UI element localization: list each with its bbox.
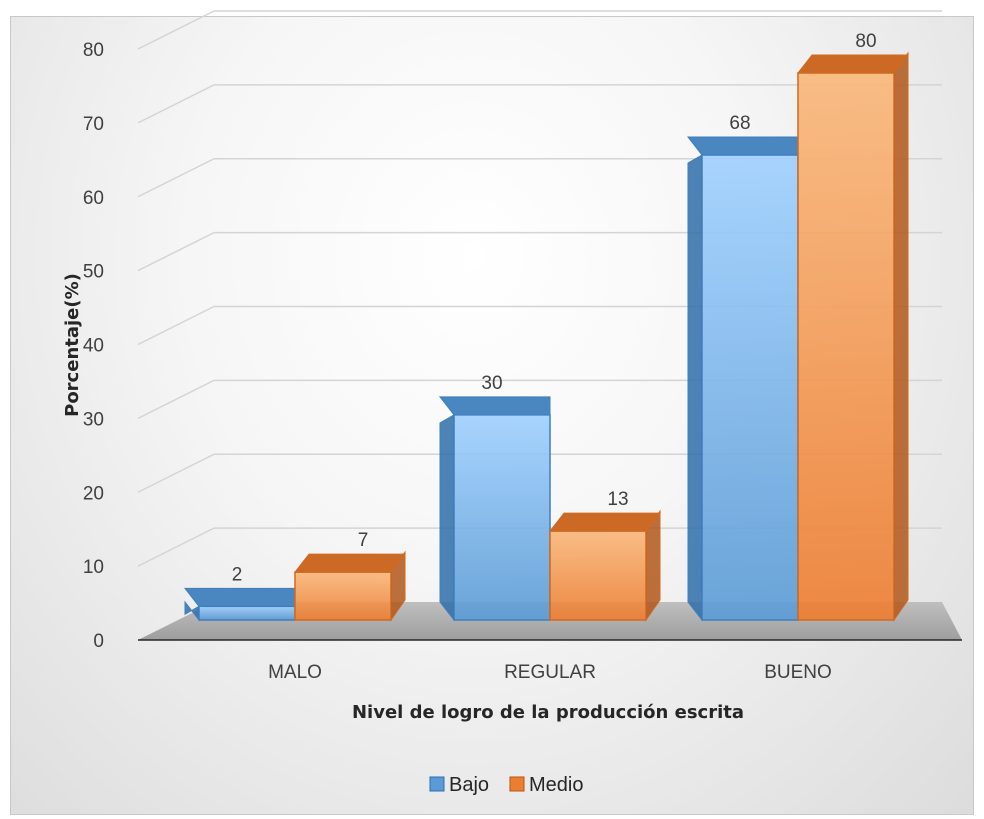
data-label-medio-regular: 13 [607, 489, 628, 510]
gridline-side [137, 84, 215, 124]
bar-bajo-bueno [686, 136, 799, 622]
y-tick-label: 40 [83, 336, 104, 357]
gridline-side [137, 231, 215, 272]
y-tick-label: 10 [83, 557, 104, 578]
y-axis-title: Porcentaje(%) [62, 273, 83, 417]
y-tick-label: 60 [83, 188, 104, 209]
y-tick-label: 50 [83, 262, 104, 283]
bar-bajo-malo [183, 587, 296, 622]
x-tick-label: BUENO [764, 662, 832, 683]
data-label-bajo-regular: 30 [481, 373, 502, 394]
legend-label: Medio [529, 774, 583, 796]
x-tick-label: REGULAR [504, 662, 596, 683]
data-label-bajo-bueno: 68 [729, 113, 750, 134]
x-axis-title: Nivel de logro de la producción escrita [352, 702, 744, 723]
bar-medio-bueno [796, 51, 910, 622]
gridline-side [137, 305, 215, 346]
y-tick-label: 30 [83, 409, 104, 430]
gridline-side [137, 453, 215, 493]
bar-bajo-regular [438, 396, 551, 622]
y-tick-label: 70 [83, 114, 104, 135]
y-tick-label: 80 [83, 40, 104, 61]
data-label-medio-bueno: 80 [855, 31, 876, 52]
x-tick-label: MALO [268, 662, 322, 683]
bar-medio-regular [548, 509, 662, 622]
legend-label: Bajo [449, 774, 489, 796]
legend-swatch [429, 776, 445, 792]
legend-swatch [509, 776, 525, 792]
gridline-side [137, 379, 215, 420]
data-label-bajo-malo: 2 [232, 564, 243, 585]
y-tick-label: 20 [83, 483, 104, 504]
y-tick-label: 0 [93, 631, 104, 652]
gridline-side [137, 10, 215, 50]
bar-medio-malo [293, 550, 407, 622]
gridline-side [137, 158, 215, 198]
data-label-medio-malo: 7 [358, 530, 369, 551]
legend-item-medio: Medio [509, 774, 583, 796]
gridline-side [137, 527, 215, 567]
legend: Bajo Medio [429, 774, 583, 796]
legend-item-bajo: Bajo [429, 774, 489, 796]
